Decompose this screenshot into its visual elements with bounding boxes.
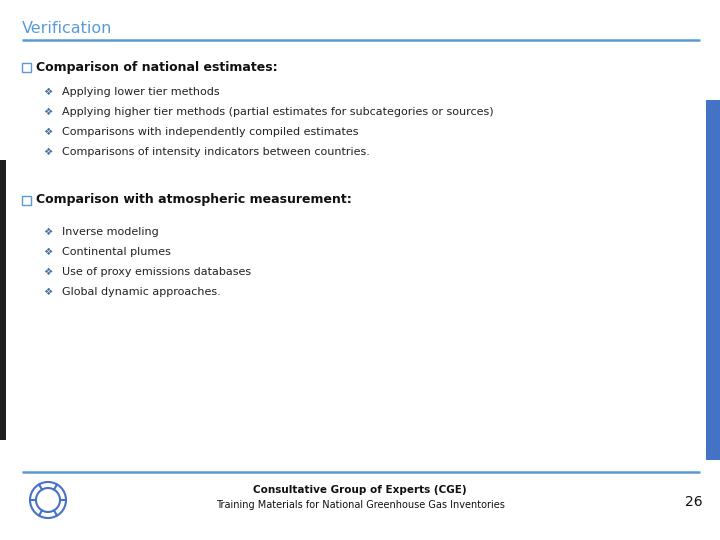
Bar xyxy=(22,63,31,71)
Text: Comparisons with independently compiled estimates: Comparisons with independently compiled … xyxy=(62,127,359,137)
Text: Consultative Group of Experts (CGE): Consultative Group of Experts (CGE) xyxy=(253,485,467,495)
Text: Applying lower tier methods: Applying lower tier methods xyxy=(62,87,220,97)
Text: ❖: ❖ xyxy=(43,147,53,157)
FancyBboxPatch shape xyxy=(0,160,6,440)
Text: ❖: ❖ xyxy=(43,87,53,97)
Text: Verification: Verification xyxy=(22,21,112,36)
Text: ❖: ❖ xyxy=(43,227,53,237)
Text: Comparison of national estimates:: Comparison of national estimates: xyxy=(36,60,278,73)
Text: ❖: ❖ xyxy=(43,267,53,277)
Text: ❖: ❖ xyxy=(43,107,53,117)
Text: Training Materials for National Greenhouse Gas Inventories: Training Materials for National Greenhou… xyxy=(215,500,505,510)
Text: ❖: ❖ xyxy=(43,287,53,297)
Text: Global dynamic approaches.: Global dynamic approaches. xyxy=(62,287,221,297)
Text: Use of proxy emissions databases: Use of proxy emissions databases xyxy=(62,267,251,277)
Text: 26: 26 xyxy=(685,495,703,509)
Text: ❖: ❖ xyxy=(43,247,53,257)
Text: Continental plumes: Continental plumes xyxy=(62,247,171,257)
FancyBboxPatch shape xyxy=(706,100,720,460)
Text: Inverse modeling: Inverse modeling xyxy=(62,227,158,237)
Bar xyxy=(22,195,31,205)
Text: Comparison with atmospheric measurement:: Comparison with atmospheric measurement: xyxy=(36,193,352,206)
Text: Comparisons of intensity indicators between countries.: Comparisons of intensity indicators betw… xyxy=(62,147,370,157)
Text: Applying higher tier methods (partial estimates for subcategories or sources): Applying higher tier methods (partial es… xyxy=(62,107,494,117)
Text: ❖: ❖ xyxy=(43,127,53,137)
